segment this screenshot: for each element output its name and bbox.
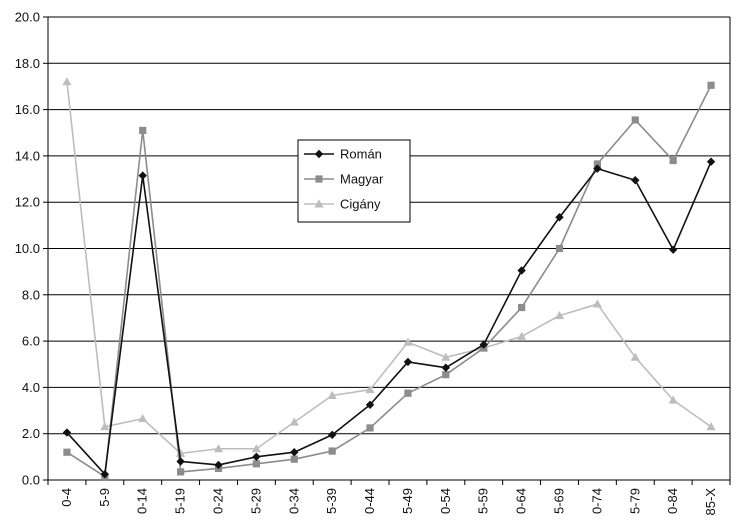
y-tick-label: 20.0 (15, 10, 40, 25)
x-tick-label: 5-59 (476, 488, 491, 514)
data-point-diamond (365, 400, 375, 409)
data-point-triangle (289, 417, 299, 426)
y-tick-label: 2.0 (22, 426, 40, 441)
data-point-diamond (214, 460, 223, 470)
legend-item: Cigány (304, 197, 381, 212)
data-point-square (707, 81, 715, 89)
x-tick-label: 0-14 (135, 488, 150, 514)
legend-label: Román (340, 147, 382, 162)
y-tick-label: 14.0 (15, 148, 40, 163)
legend-label: Magyar (340, 172, 384, 187)
data-point-square (366, 424, 374, 432)
data-point-triangle (365, 385, 375, 394)
data-point-square (442, 371, 450, 379)
data-point-diamond (62, 428, 72, 437)
data-point-triangle (441, 352, 451, 361)
x-tick-label: 0-24 (211, 488, 226, 514)
x-tick-label: 0-54 (438, 488, 453, 514)
data-point-triangle (327, 390, 337, 399)
data-point-triangle (100, 422, 110, 431)
y-tick-label: 12.0 (15, 195, 40, 210)
data-point-square (328, 447, 336, 455)
data-point-triangle (668, 395, 678, 404)
x-tick-label: 5-79 (627, 488, 642, 514)
series-line (66, 161, 712, 476)
y-tick-label: 18.0 (15, 56, 40, 71)
data-point-square (593, 160, 601, 168)
data-point-square (404, 389, 412, 397)
data-point-triangle (403, 337, 413, 346)
data-point-diamond (706, 157, 716, 166)
x-tick-label: 5-69 (552, 488, 567, 514)
data-point-diamond (593, 164, 602, 173)
legend-label: Cigány (340, 197, 381, 212)
data-point-square (63, 448, 71, 456)
data-point-diamond (138, 171, 147, 180)
data-point-diamond (479, 340, 488, 349)
x-tick-label: 85-X (703, 488, 718, 516)
axes (43, 16, 731, 485)
y-tick-label: 16.0 (15, 102, 40, 117)
data-point-diamond (252, 452, 261, 462)
data-point-diamond (314, 149, 324, 159)
data-point-triangle (517, 331, 527, 340)
data-point-square (518, 303, 526, 312)
x-tick-label: 5-49 (400, 488, 415, 514)
legend-item: Román (304, 147, 382, 162)
x-tick-label: 5-19 (173, 488, 188, 514)
legend: Román Magyar Cigány (297, 139, 411, 223)
data-point-diamond (555, 213, 564, 222)
y-tick-label: 4.0 (22, 380, 40, 395)
y-tick-label: 0.0 (22, 473, 40, 488)
data-point-square (177, 468, 185, 476)
x-tick-label: 0-84 (665, 488, 680, 514)
data-point-diamond (631, 176, 640, 185)
data-point-triangle (706, 422, 716, 431)
y-axis-ticks: 0.0 2.0 4.0 6.0 8.0 10.0 12.0 14.0 16.0 18.0 20.0 (15, 10, 40, 488)
data-point-diamond (100, 470, 110, 479)
data-point-triangle (213, 444, 224, 453)
data-point-square (139, 126, 147, 135)
series-line (66, 81, 712, 455)
data-point-triangle (138, 414, 148, 423)
series-román (62, 157, 716, 479)
data-point-triangle (62, 77, 72, 86)
x-tick-label: 5-39 (324, 488, 339, 514)
x-tick-label: 5-9 (97, 488, 112, 507)
x-tick-label: 0-64 (514, 488, 529, 514)
data-point-triangle (630, 352, 640, 361)
x-tick-label: 5-29 (248, 488, 263, 514)
x-tick-label: 0-74 (589, 488, 604, 514)
series-cigány (62, 77, 716, 457)
data-point-diamond (403, 357, 413, 367)
data-point-square (315, 175, 323, 183)
data-point-diamond (517, 266, 526, 275)
data-point-diamond (441, 363, 451, 372)
data-point-square (252, 460, 260, 468)
data-point-diamond (176, 457, 185, 466)
data-point-triangle (592, 299, 602, 308)
series (62, 77, 716, 481)
data-point-triangle (251, 444, 261, 453)
data-point-square (290, 455, 298, 463)
data-point-diamond (290, 448, 299, 457)
data-point-square (669, 156, 677, 165)
x-tick-label: 0-44 (362, 488, 377, 514)
data-point-triangle (314, 199, 324, 208)
gridlines (48, 16, 730, 435)
y-tick-label: 6.0 (22, 334, 40, 349)
y-tick-label: 10.0 (15, 241, 40, 256)
y-tick-label: 8.0 (22, 287, 40, 302)
data-point-square (631, 116, 639, 124)
x-axis-ticks: 0-4 5-9 0-14 5-19 0-24 5-29 0-34 5-39 0-44 5-49 0-… (59, 488, 718, 516)
data-point-diamond (668, 245, 678, 254)
data-point-diamond (327, 430, 337, 440)
x-tick-label: 0-34 (286, 488, 301, 514)
data-point-square (555, 244, 564, 253)
data-point-triangle (554, 311, 565, 320)
x-tick-label: 0-4 (59, 488, 74, 507)
legend-item: Magyar (304, 172, 384, 187)
